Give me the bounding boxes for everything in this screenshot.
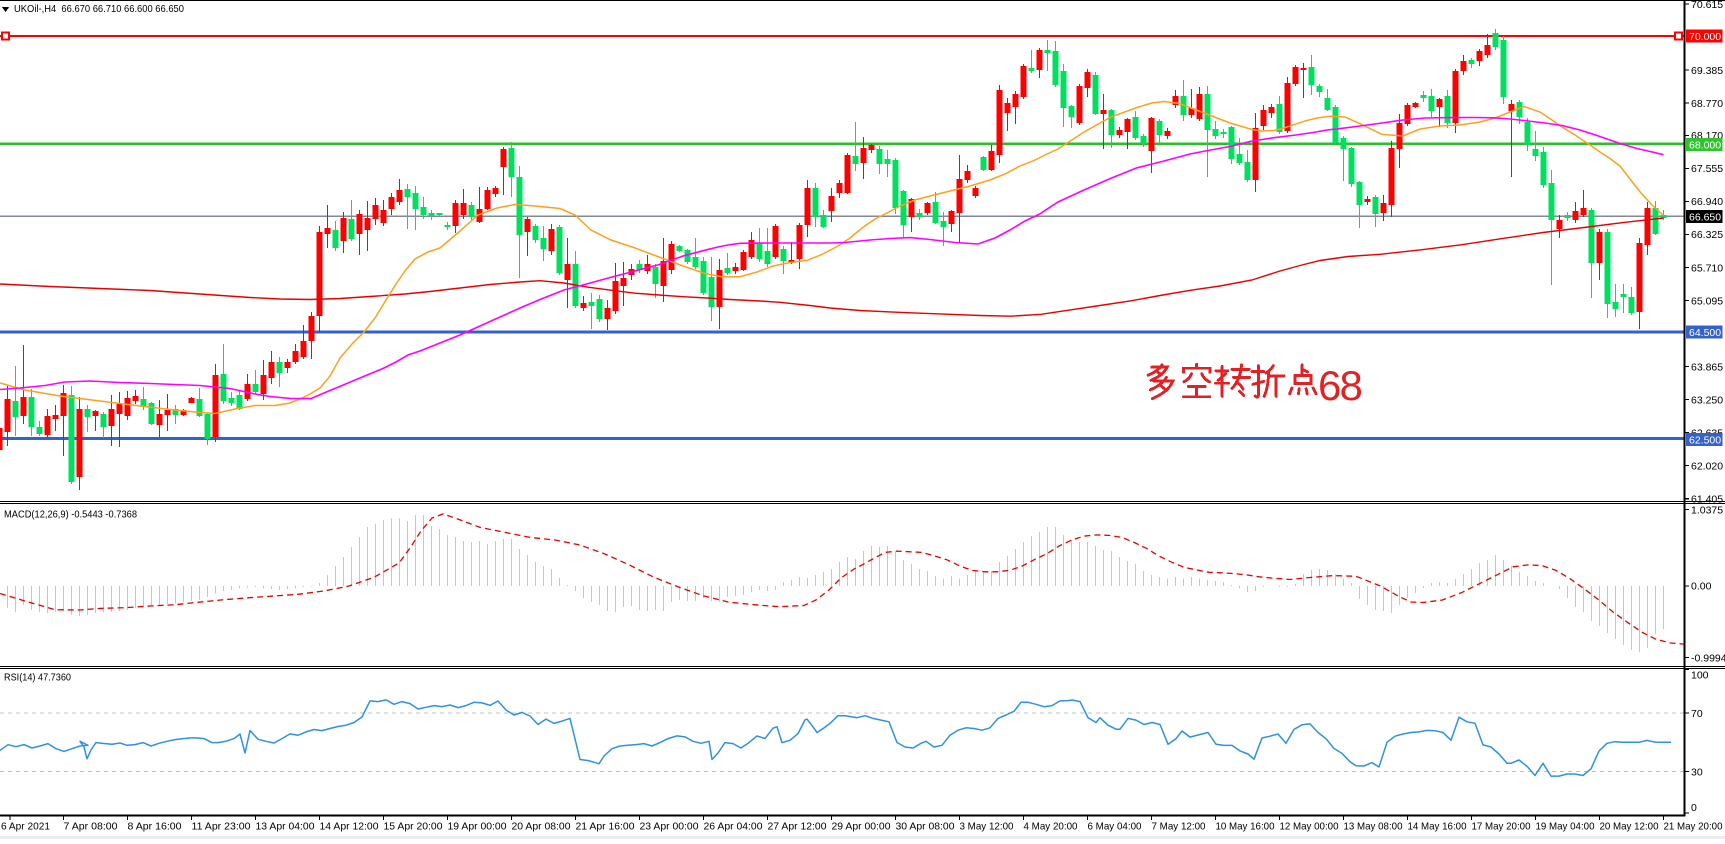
svg-text:MACD(12,26,9) -0.5443 -0.7368: MACD(12,26,9) -0.5443 -0.7368 xyxy=(4,509,137,521)
svg-text:19 Apr 00:00: 19 Apr 00:00 xyxy=(448,822,507,833)
svg-text:19 May 04:00: 19 May 04:00 xyxy=(1536,822,1595,833)
svg-text:15 Apr 20:00: 15 Apr 20:00 xyxy=(384,822,443,833)
svg-text:30: 30 xyxy=(1691,766,1703,778)
svg-text:68.770: 68.770 xyxy=(1691,98,1723,110)
svg-text:21 Apr 16:00: 21 Apr 16:00 xyxy=(576,822,635,833)
svg-text:69.385: 69.385 xyxy=(1691,65,1723,77)
svg-text:23 Apr 00:00: 23 Apr 00:00 xyxy=(640,822,699,833)
svg-text:13 Apr 04:00: 13 Apr 04:00 xyxy=(256,822,315,833)
svg-text:17 May 20:00: 17 May 20:00 xyxy=(1472,822,1531,833)
svg-text:11 Apr 23:00: 11 Apr 23:00 xyxy=(192,822,251,833)
svg-text:29 Apr 00:00: 29 Apr 00:00 xyxy=(832,822,891,833)
svg-text:66.325: 66.325 xyxy=(1691,229,1723,241)
svg-text:3 May 12:00: 3 May 12:00 xyxy=(960,822,1014,833)
svg-text:14 Apr 12:00: 14 Apr 12:00 xyxy=(320,822,379,833)
svg-text:62.020: 62.020 xyxy=(1691,460,1723,472)
svg-text:64.500: 64.500 xyxy=(1689,327,1721,339)
svg-text:66.940: 66.940 xyxy=(1691,196,1723,208)
svg-text:70.000: 70.000 xyxy=(1689,31,1721,43)
svg-text:21 May 20:00: 21 May 20:00 xyxy=(1664,822,1723,833)
svg-text:65.710: 65.710 xyxy=(1691,262,1723,274)
svg-text:20 May 12:00: 20 May 12:00 xyxy=(1600,822,1659,833)
svg-text:7 May 12:00: 7 May 12:00 xyxy=(1152,822,1206,833)
svg-text:30 Apr 08:00: 30 Apr 08:00 xyxy=(896,822,955,833)
svg-text:RSI(14) 47.7360: RSI(14) 47.7360 xyxy=(4,672,71,684)
svg-text:67.555: 67.555 xyxy=(1691,163,1723,175)
svg-text:14 May 16:00: 14 May 16:00 xyxy=(1408,822,1467,833)
svg-text:8 Apr 16:00: 8 Apr 16:00 xyxy=(128,822,182,833)
svg-text:63.865: 63.865 xyxy=(1691,361,1723,373)
svg-text:65.095: 65.095 xyxy=(1691,295,1723,307)
svg-text:0.00: 0.00 xyxy=(1691,581,1712,593)
svg-text:1.0375: 1.0375 xyxy=(1691,504,1723,516)
svg-text:12 May 00:00: 12 May 00:00 xyxy=(1280,822,1339,833)
svg-text:61.405: 61.405 xyxy=(1691,494,1723,506)
svg-text:62.500: 62.500 xyxy=(1689,435,1721,447)
svg-text:10 May 16:00: 10 May 16:00 xyxy=(1216,822,1275,833)
svg-text:7 Apr 08:00: 7 Apr 08:00 xyxy=(64,822,118,833)
svg-text:68.000: 68.000 xyxy=(1689,139,1721,151)
svg-text:6 Apr 2021: 6 Apr 2021 xyxy=(1,822,50,833)
svg-text:26 Apr 04:00: 26 Apr 04:00 xyxy=(704,822,763,833)
svg-text:27 Apr 12:00: 27 Apr 12:00 xyxy=(768,822,827,833)
svg-text:13 May 08:00: 13 May 08:00 xyxy=(1344,822,1403,833)
svg-text:0: 0 xyxy=(1691,802,1697,814)
svg-text:66.650: 66.650 xyxy=(1689,211,1721,223)
svg-text:20 Apr 08:00: 20 Apr 08:00 xyxy=(512,822,571,833)
svg-text:68: 68 xyxy=(1318,362,1362,409)
svg-text:100: 100 xyxy=(1691,669,1709,681)
svg-text:6 May 04:00: 6 May 04:00 xyxy=(1088,822,1142,833)
svg-text:-0.9994: -0.9994 xyxy=(1691,652,1725,664)
svg-text:63.250: 63.250 xyxy=(1691,394,1723,406)
svg-text:UKOil-,H4 66.670 66.710 66.60: UKOil-,H4 66.670 66.710 66.600 66.650 xyxy=(14,3,184,15)
svg-text:70.615: 70.615 xyxy=(1691,0,1723,11)
svg-text:4 May 20:00: 4 May 20:00 xyxy=(1024,822,1078,833)
svg-text:70: 70 xyxy=(1691,708,1703,720)
